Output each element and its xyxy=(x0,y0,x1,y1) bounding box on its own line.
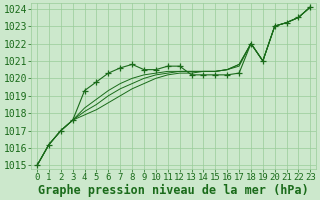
X-axis label: Graphe pression niveau de la mer (hPa): Graphe pression niveau de la mer (hPa) xyxy=(38,183,309,197)
